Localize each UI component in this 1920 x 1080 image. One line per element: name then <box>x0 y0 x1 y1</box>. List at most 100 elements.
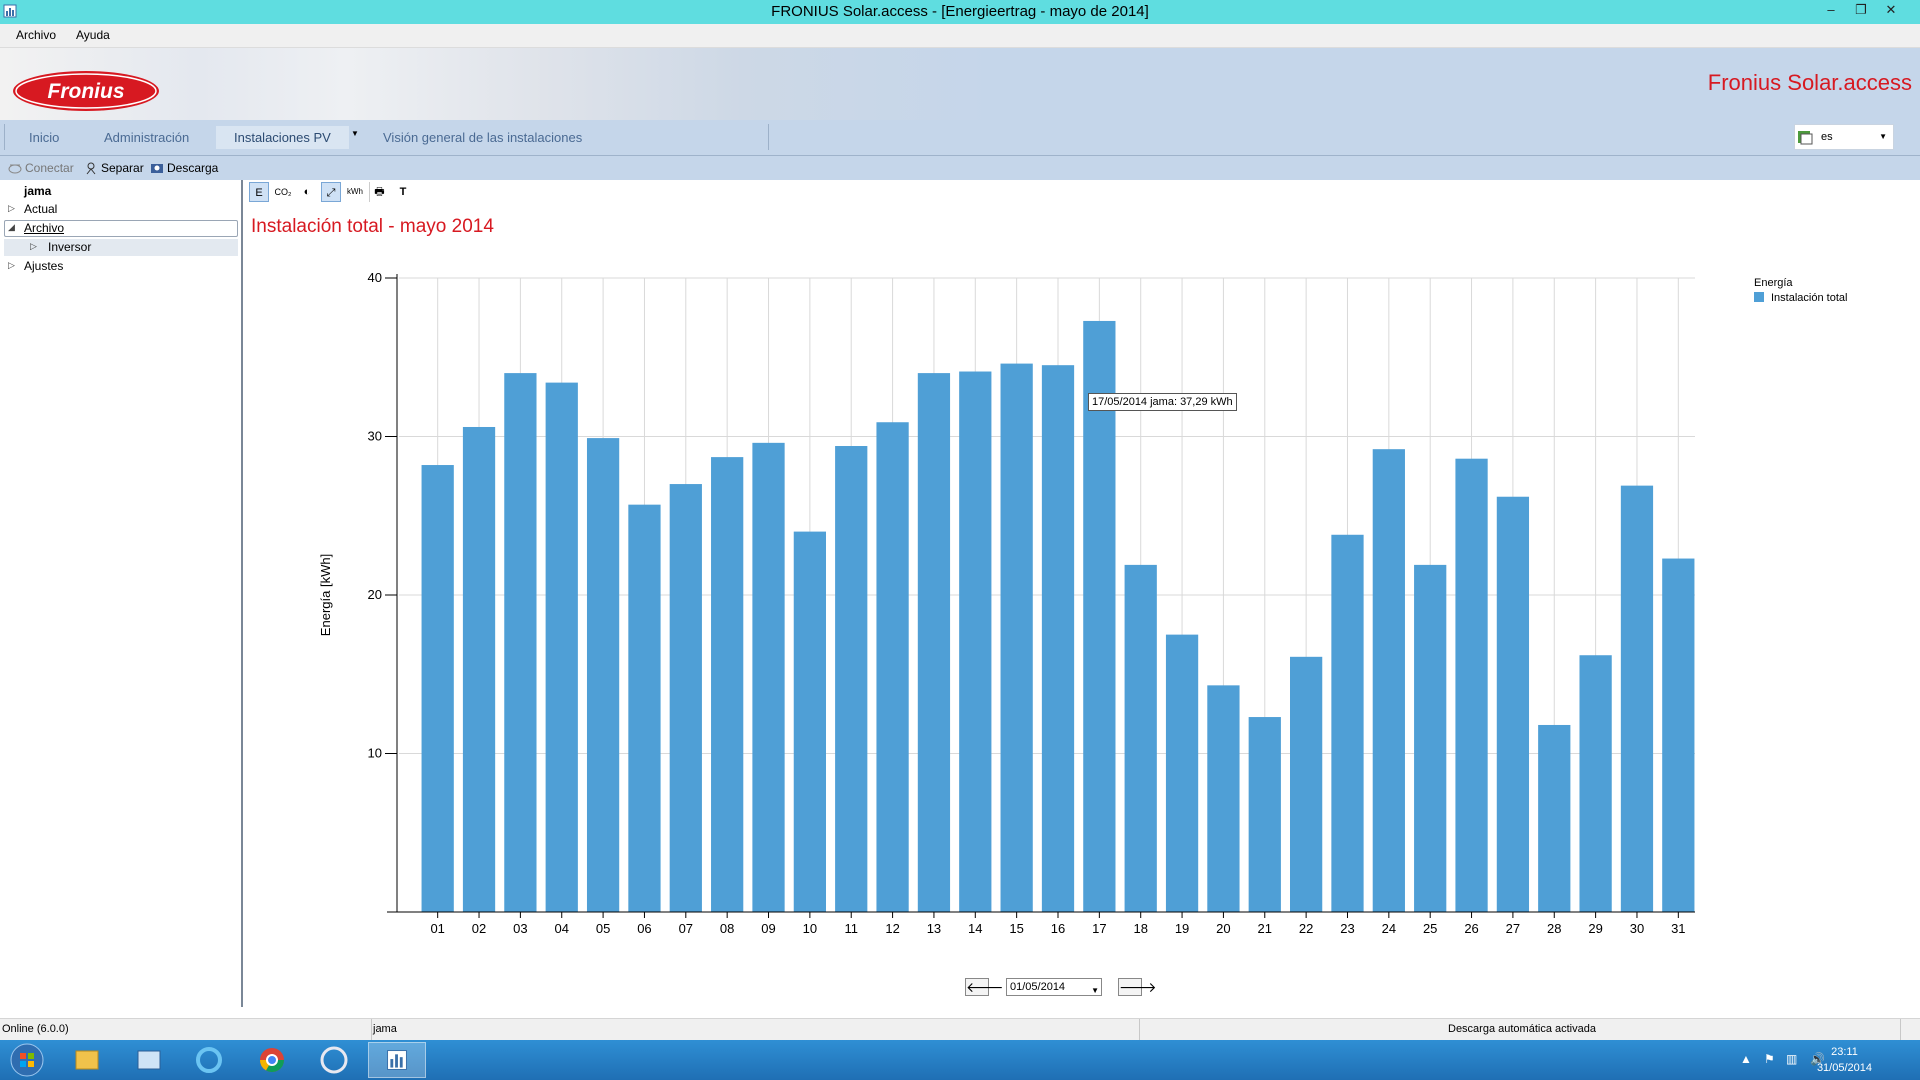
bar-day-02 <box>462 426 496 912</box>
bar-day-12 <box>876 422 909 912</box>
energy-bar-chart: 10 20 30 40 01 02 03 04 05 06 07 08 09 10 11 12 13 14 15 16… <box>318 270 1695 936</box>
bar-day-13 <box>917 373 951 913</box>
bar-day-08 <box>711 457 744 912</box>
menu-bar: Archivo Ayuda <box>0 24 1920 48</box>
internet-explorer-icon[interactable] <box>180 1042 238 1078</box>
legend-title: Energía <box>1754 277 1793 289</box>
bar-day-18 <box>1124 564 1157 912</box>
brand-title: Fronius Solar.access <box>1707 70 1912 95</box>
next-month-button[interactable]: 🡒 <box>1118 978 1157 996</box>
bar-day-06 <box>628 504 661 912</box>
action-center-flag-icon[interactable]: ⚑ <box>1764 1052 1775 1066</box>
bar-tooltip: 17/05/2014 jama: 37,29 kWh <box>1088 393 1237 411</box>
expand-icon[interactable]: ▷ <box>8 260 15 270</box>
logo-text: Fronius <box>48 80 125 103</box>
bar-day-21 <box>1248 717 1281 912</box>
header-banner: Fronius Fronius Solar.access <box>0 48 1920 120</box>
minimize-button[interactable]: – <box>1827 2 1835 17</box>
chevron-down-icon: ▼ <box>1091 986 1099 995</box>
tree-root[interactable]: jama <box>24 184 52 198</box>
volume-icon[interactable]: 🔊 <box>1810 1052 1825 1066</box>
table-view-button[interactable]: T <box>399 186 407 198</box>
tree-item-inversor[interactable]: Inversor <box>48 240 92 254</box>
separate-button[interactable]: Separar <box>84 161 144 175</box>
x-tick-label: 19 <box>1175 921 1189 936</box>
tree-item-archivo[interactable]: Archivo <box>24 221 65 235</box>
solar-web-icon[interactable] <box>305 1042 363 1078</box>
status-online: Online (6.0.0) <box>2 1023 69 1035</box>
taskbar-clock[interactable]: 23:11 31/05/2014 <box>1816 1046 1872 1074</box>
y-tick-label: 20 <box>368 587 382 602</box>
connect-icon <box>8 164 22 174</box>
x-tick-label: 11 <box>844 921 858 936</box>
x-tick-label: 23 <box>1340 921 1354 936</box>
nav-vision-general[interactable]: Visión general de las instalaciones <box>383 130 583 145</box>
language-select[interactable]: es ▼ <box>1794 124 1894 150</box>
installation-tree: jama ▷ Actual ◢ Archivo ▷ Inversor ▷ Aju… <box>0 180 243 1007</box>
bar-day-31 <box>1662 558 1695 912</box>
bar-day-28 <box>1538 724 1571 912</box>
x-tick-label: 25 <box>1423 921 1437 936</box>
menu-archivo[interactable]: Archivo <box>16 28 57 42</box>
x-tick-label: 20 <box>1216 921 1230 936</box>
bar-day-17 <box>1083 320 1116 912</box>
date-value: 01/05/2014 <box>1010 981 1066 993</box>
show-hidden-icons-icon[interactable]: ▲ <box>1740 1052 1752 1066</box>
expand-icon[interactable]: ▷ <box>8 203 15 213</box>
x-tick-label: 22 <box>1299 921 1313 936</box>
separate-icon <box>86 162 96 175</box>
bar-day-15 <box>1000 363 1033 913</box>
language-value: es <box>1821 131 1833 143</box>
connect-button[interactable]: Conectar <box>8 161 74 175</box>
chrome-icon[interactable] <box>243 1042 301 1078</box>
nav-administracion[interactable]: Administración <box>104 130 190 145</box>
expand-icon[interactable]: ▷ <box>30 241 37 251</box>
yield-view-button[interactable]: ◐ <box>303 186 311 198</box>
menu-ayuda[interactable]: Ayuda <box>76 28 110 42</box>
network-icon[interactable]: ▥ <box>1786 1052 1798 1066</box>
x-tick-label: 21 <box>1258 921 1272 936</box>
x-tick-label: 03 <box>513 921 527 936</box>
x-tick-label: 04 <box>555 921 569 936</box>
x-tick-label: 29 <box>1588 921 1602 936</box>
bar-day-07 <box>669 484 702 912</box>
previous-month-button[interactable]: 🡐 <box>965 978 1004 996</box>
bar-day-01 <box>421 465 454 912</box>
collapse-icon[interactable]: ◢ <box>8 222 15 232</box>
co2-view-button[interactable]: CO₂ <box>274 187 292 197</box>
solar-access-taskbar-icon[interactable] <box>368 1042 426 1078</box>
date-select[interactable]: 01/05/2014 ▼ <box>1006 978 1102 996</box>
file-explorer-icon[interactable] <box>58 1042 116 1078</box>
tree-item-actual[interactable]: Actual <box>24 202 58 216</box>
x-tick-label: 15 <box>1009 921 1023 936</box>
language-icon <box>1798 131 1813 145</box>
app-icon <box>3 4 17 18</box>
y-axis-label: Energía [kWh] <box>318 554 333 636</box>
start-button-icon[interactable] <box>8 1042 46 1078</box>
nav-dropdown-icon[interactable]: ▼ <box>351 129 359 138</box>
y-tick-label: 10 <box>368 746 382 761</box>
x-tick-label: 08 <box>720 921 734 936</box>
bar-day-27 <box>1496 496 1530 912</box>
tree-item-ajustes[interactable]: Ajustes <box>24 259 64 273</box>
bar-day-29 <box>1579 655 1612 912</box>
energy-view-button[interactable]: E <box>249 182 269 202</box>
x-tick-label: 30 <box>1630 921 1644 936</box>
fronius-logo: Fronius <box>13 71 159 111</box>
bar-day-11 <box>835 446 868 912</box>
kwh-per-kwp-button[interactable]: kWh <box>347 187 363 196</box>
restore-button[interactable]: ❐ <box>1855 2 1867 17</box>
nav-instalaciones-pv[interactable]: Instalaciones PV <box>216 126 349 149</box>
bar-day-24 <box>1372 449 1405 912</box>
print-button[interactable]: 🖶 <box>369 182 389 202</box>
nav-inicio[interactable]: Inicio <box>29 130 60 145</box>
y-tick-label: 40 <box>368 270 382 285</box>
close-button[interactable]: ✕ <box>1885 2 1897 17</box>
download-button[interactable]: Descarga <box>150 161 218 175</box>
bar-day-03 <box>504 373 537 913</box>
bar-day-26 <box>1455 458 1488 912</box>
fit-view-button[interactable]: ⤢ <box>321 182 341 202</box>
tree-selection <box>4 220 238 237</box>
x-tick-label: 12 <box>885 921 899 936</box>
control-panel-icon[interactable] <box>120 1042 178 1078</box>
